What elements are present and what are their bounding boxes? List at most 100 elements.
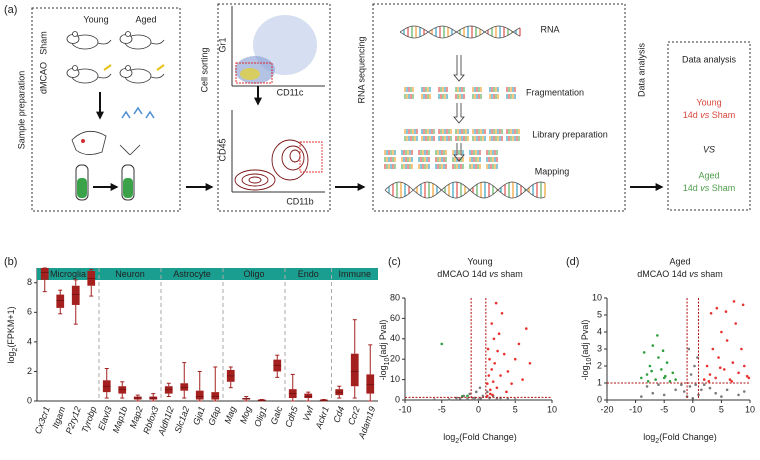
data-point — [720, 330, 723, 334]
mouse-icon — [66, 65, 112, 84]
data-point — [700, 388, 703, 392]
data-point — [717, 356, 720, 359]
data-point — [657, 356, 660, 359]
group-header — [37, 268, 378, 280]
x-tick-label: Vwf — [301, 404, 316, 423]
y-tick-label: 5 — [597, 309, 602, 319]
data-point — [640, 395, 643, 398]
x-tick-label: 5 — [513, 404, 518, 414]
y-tick-label: 40 — [390, 333, 400, 343]
axis-label: -log10(adj Pval) — [580, 320, 592, 381]
data-point — [688, 385, 692, 388]
group-label: Immune — [338, 269, 371, 279]
x-tick-label: -20 — [600, 404, 613, 414]
step-label: RNA — [540, 24, 559, 34]
box — [164, 386, 173, 394]
plot-subtitle: dMCAO 14d vs sham — [437, 269, 523, 279]
box — [71, 285, 80, 305]
box — [350, 353, 359, 387]
y-tick-label: 3 — [597, 343, 602, 353]
axis-label: log2(Fold Change) — [443, 432, 516, 444]
axis-label: log2(Fold Change) — [643, 432, 716, 444]
panel-label: (a) — [4, 4, 17, 16]
mouse-icon — [119, 31, 165, 50]
data-point — [506, 397, 510, 401]
data-point — [493, 361, 496, 365]
axis-label: -log10(adj Pval) — [378, 320, 390, 381]
x-tick-label: 5 — [719, 404, 724, 414]
data-point — [697, 393, 700, 397]
column-label: Young — [83, 14, 108, 24]
data-point — [725, 388, 729, 392]
data-point — [513, 398, 517, 401]
data-point — [488, 388, 492, 392]
data-point — [671, 371, 675, 375]
box — [304, 393, 313, 399]
step-title: Sample preparation — [16, 71, 26, 150]
data-point — [732, 300, 736, 303]
x-tick-label: Ccr2 — [346, 405, 362, 426]
data-point — [737, 371, 740, 375]
group-label: Neuron — [115, 269, 145, 279]
column-label: Aged — [135, 14, 156, 24]
x-tick-label: Ackr1 — [313, 405, 331, 431]
data-point — [488, 357, 491, 361]
step-title: Cell sorting — [199, 47, 209, 92]
group-label: Endo — [298, 269, 319, 279]
data-point — [740, 347, 743, 351]
data-point — [486, 382, 489, 385]
data-point — [654, 378, 657, 381]
group-label: Microglia — [50, 269, 86, 279]
arrow — [119, 144, 141, 156]
data-point — [486, 390, 489, 394]
data-point — [640, 376, 643, 380]
strand — [384, 181, 546, 199]
data-point — [481, 394, 485, 398]
mouse-icon — [119, 65, 165, 84]
x-tick-label: Mog — [238, 405, 253, 425]
data-point — [709, 312, 713, 315]
y-tick-label: 20 — [390, 354, 400, 364]
axis-label: CD11c — [277, 87, 304, 97]
y-tick-label: 0 — [597, 394, 602, 404]
x-tick-label: Galc — [269, 405, 285, 426]
data-point — [486, 347, 490, 351]
data-point — [505, 390, 508, 394]
step-label: Fragmentation — [526, 87, 584, 97]
data-point — [708, 386, 712, 390]
rna-illustration — [384, 25, 546, 199]
data-point — [707, 380, 711, 383]
y-tick-label: 4 — [27, 336, 32, 346]
data-point — [486, 394, 489, 398]
x-tick-label: -5 — [438, 404, 446, 414]
step-box — [667, 41, 751, 211]
x-tick-label: Mag — [222, 405, 237, 425]
x-tick-label: Olig1 — [252, 405, 269, 428]
y-tick-label: 60 — [390, 313, 400, 323]
data-point — [664, 374, 667, 378]
data-point — [495, 386, 499, 390]
x-tick-label: Gfap — [206, 405, 222, 427]
data-point — [682, 390, 686, 393]
step-box — [31, 7, 181, 212]
box — [56, 294, 65, 308]
data-point — [711, 347, 715, 351]
plot-title: Young — [467, 256, 492, 266]
data-point — [645, 385, 649, 388]
data-point — [725, 339, 729, 342]
step-label: Mapping — [535, 166, 570, 176]
y-tick-label: 0 — [27, 395, 32, 405]
y-tick-label: 1 — [597, 377, 602, 387]
x-tick-label: Map2 — [128, 405, 145, 430]
data-point — [477, 398, 480, 401]
panel-label: (b) — [4, 256, 17, 268]
data-point — [657, 383, 660, 387]
data-point — [741, 303, 745, 307]
data-point — [440, 342, 444, 346]
comparison-label: 14d vs Sham — [683, 183, 736, 193]
data-point — [674, 388, 677, 392]
data-point — [691, 397, 695, 400]
axis-label: log2(FPKM+1) — [6, 306, 18, 363]
data-point — [502, 352, 506, 356]
data-point — [687, 347, 691, 351]
